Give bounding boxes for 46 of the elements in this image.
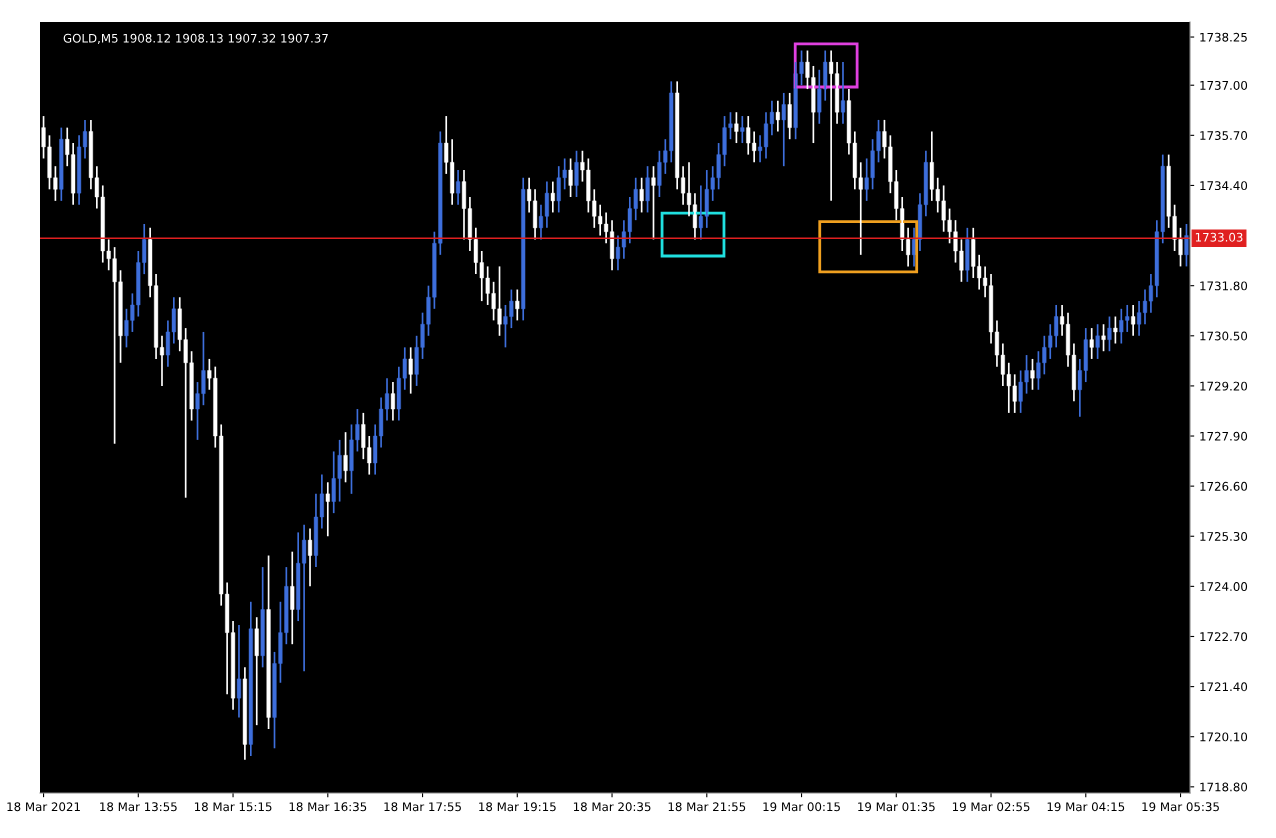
candlestick [645,165,650,214]
candlestick [651,165,656,241]
candlestick [260,566,265,669]
candlestick [1030,358,1035,391]
candlestick [568,157,573,198]
x-tick-label: 19 Mar 02:55 [952,802,1030,812]
x-tick-label: 18 Mar 15:15 [194,802,272,812]
text: GOLD,M5 1908.12 1908.13 1907.32 1907.37 [63,33,328,44]
y-tick-label: 1726.60 [1200,481,1248,491]
candlestick [1101,323,1106,353]
x-tick-label: 18 Mar 2021 [7,802,80,812]
y-tick-label: 1735.70 [1200,131,1248,140]
y-tick-label: 1718.80 [1200,782,1248,792]
x-tick-label: 18 Mar 13:55 [100,802,177,812]
y-tick-label: 1738.25 [1200,32,1247,42]
x-tick-label: 18 Mar 16:35 [289,802,367,812]
y-tick-label: 1727.90 [1200,431,1248,441]
x-tick-label: 19 Mar 04:15 [1047,802,1125,812]
y-tick-label: 1730.50 [1200,331,1248,341]
y-tick-label: 1729.20 [1200,381,1248,391]
y-tick-label: 1724.00 [1200,582,1248,592]
y-tick-label: 1721.40 [1200,682,1248,692]
y-tick-label: 1725.30 [1200,531,1248,541]
x-tick-label: 19 Mar 00:15 [763,802,840,812]
candlestick [639,176,644,214]
y-tick-label: 1737.00 [1200,80,1248,90]
y-tick-label: 1731.80 [1200,281,1248,291]
x-tick-label: 19 Mar 05:35 [1142,802,1219,812]
candlestick [1107,315,1112,353]
x-tick-label: 18 Mar 20:35 [573,802,651,812]
candlestick [1184,223,1189,268]
candlestick [965,227,970,283]
x-tick-label: 18 Mar 19:15 [479,802,556,812]
ref-line-label: 1733.03 [1195,232,1243,242]
candlestick [266,554,271,730]
x-tick-label: 18 Mar 21:55 [668,802,746,812]
y-tick-label: 1734.40 [1200,181,1248,191]
y-tick-label: 1722.70 [1200,632,1248,642]
candlestick [734,111,739,144]
candlestick [1113,315,1118,345]
candlestick [574,149,579,198]
candlestick [343,431,348,484]
y-tick-label: 1720.10 [1200,732,1248,742]
candlestick [1095,323,1100,360]
x-tick-label: 18 Mar 17:55 [384,802,461,812]
x-tick-label: 19 Mar 01:35 [858,802,935,812]
